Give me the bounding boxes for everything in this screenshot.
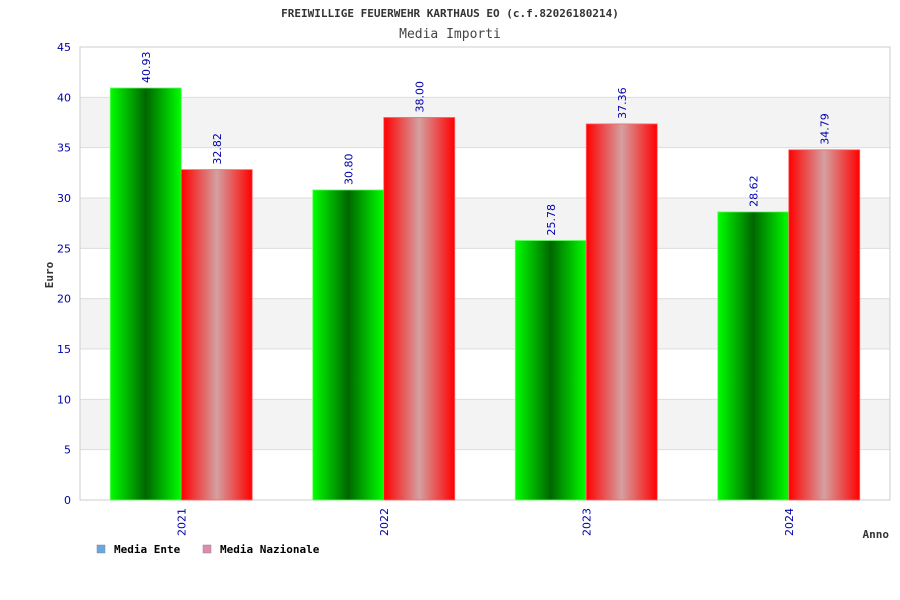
bars: 40.93 32.82 30.80 38.00 25.78 37.36 28.62 34.79	[109, 51, 861, 501]
y-axis-ticks: 0 5 10 15 20 25 30 35 40 45	[57, 41, 71, 507]
y-tick-label: 20	[57, 293, 71, 306]
y-tick-label: 30	[57, 192, 71, 205]
y-tick-label: 5	[64, 444, 71, 457]
data-label-media-nazionale-2022: 38.00	[413, 81, 426, 113]
y-tick-label: 45	[57, 41, 71, 54]
x-tick-label: 2023	[580, 508, 593, 536]
legend-swatch-media-ente	[96, 544, 106, 554]
x-tick-label: 2022	[378, 508, 391, 536]
y-tick-label: 40	[57, 91, 71, 104]
data-label-media-nazionale-2024: 34.79	[818, 113, 831, 145]
plot-frame	[79, 46, 891, 501]
y-axis-label: Euro	[43, 261, 56, 288]
legend-swatch-media-nazionale	[202, 544, 212, 554]
legend-label-media-ente: Media Ente	[114, 543, 181, 556]
legend-label-media-nazionale: Media Nazionale	[220, 543, 320, 556]
bar-media-ente-2023	[514, 240, 587, 501]
bar-media-ente-2022	[312, 189, 385, 501]
bar-media-nazionale-2023	[585, 123, 658, 501]
y-tick-label: 25	[57, 242, 71, 255]
data-label-media-ente-2024: 28.62	[747, 175, 760, 207]
chart-title: FREIWILLIGE FEUERWEHR KARTHAUS EO (c.f.8…	[281, 7, 619, 20]
data-label-media-ente-2021: 40.93	[140, 51, 153, 83]
data-label-media-ente-2023: 25.78	[545, 204, 558, 236]
bar-media-nazionale-2021	[180, 169, 253, 501]
legend: Media Ente Media Nazionale	[96, 543, 320, 556]
y-tick-label: 0	[64, 494, 71, 507]
bar-media-ente-2024	[717, 211, 790, 501]
x-axis-label: Anno	[863, 528, 890, 541]
bar-media-nazionale-2022	[383, 117, 456, 501]
grid-band	[80, 97, 890, 148]
bar-media-ente-2021	[109, 87, 182, 501]
x-axis-ticks: 2021 2022 2023 2024	[175, 508, 796, 536]
data-label-media-nazionale-2021: 32.82	[211, 133, 224, 165]
chart-subtitle: Media Importi	[399, 27, 501, 42]
x-tick-label: 2024	[783, 508, 796, 536]
bar-media-nazionale-2024	[788, 149, 861, 501]
y-tick-label: 15	[57, 343, 71, 356]
x-tick-label: 2021	[175, 508, 188, 536]
y-tick-label: 35	[57, 142, 71, 155]
data-label-media-nazionale-2023: 37.36	[616, 87, 629, 119]
data-label-media-ente-2022: 30.80	[342, 153, 355, 185]
y-tick-label: 10	[57, 393, 71, 406]
